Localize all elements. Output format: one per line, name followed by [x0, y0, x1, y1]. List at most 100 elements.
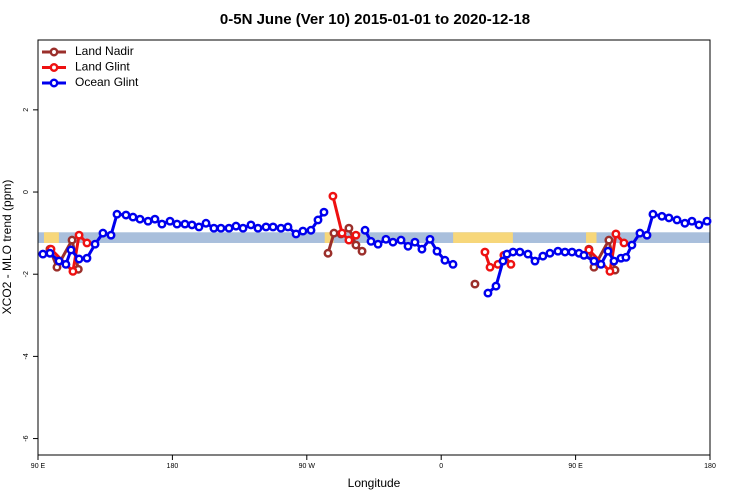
data-point: [604, 235, 614, 245]
plot-frame: [37, 39, 711, 456]
data-point: [432, 246, 442, 256]
data-point: [344, 235, 354, 245]
data-point: [337, 228, 347, 238]
data-point: [319, 207, 329, 217]
data-point: [584, 245, 594, 255]
legend-marker: [49, 47, 59, 57]
data-point: [106, 230, 116, 240]
data-point: [209, 223, 219, 233]
data-point: [498, 256, 508, 266]
data-point: [657, 211, 667, 221]
data-point: [157, 219, 167, 229]
data-point: [82, 253, 92, 263]
highlight-range: [43, 232, 59, 243]
data-point: [702, 216, 712, 226]
data-point: [560, 247, 570, 257]
data-point: [112, 209, 122, 219]
data-point: [538, 251, 548, 261]
data-point: [328, 191, 338, 201]
data-point: [448, 259, 458, 269]
data-point: [298, 226, 308, 236]
data-point: [329, 228, 339, 238]
data-point: [82, 238, 92, 248]
data-point: [261, 222, 271, 232]
data-point: [67, 235, 77, 245]
data-point: [506, 259, 516, 269]
x-tick-label: 90 E: [568, 463, 583, 470]
chart-title: 0-5N June (Ver 10) 2015-01-01 to 2020-12…: [220, 11, 530, 28]
data-point: [360, 225, 370, 235]
data-point: [508, 247, 518, 257]
x-tick-label: 90 W: [299, 463, 316, 470]
y-tick-label: 2: [23, 108, 30, 112]
data-point: [483, 288, 493, 298]
data-point: [611, 229, 621, 239]
data-point: [440, 255, 450, 265]
data-point: [231, 221, 241, 231]
data-point: [480, 247, 490, 257]
y-tick-label: 0: [23, 190, 30, 194]
data-point: [187, 220, 197, 230]
data-point: [664, 213, 674, 223]
data-point: [38, 249, 48, 259]
data-point: [396, 235, 406, 245]
data-point: [589, 256, 599, 266]
x-tick-label: 180: [704, 463, 716, 470]
data-point: [253, 223, 263, 233]
data-point: [121, 210, 131, 220]
data-point: [609, 256, 619, 266]
data-point: [74, 254, 84, 264]
data-point: [143, 216, 153, 226]
highlight-range: [586, 232, 597, 243]
highlight-range: [453, 232, 513, 243]
data-point: [388, 237, 398, 247]
data-point: [642, 230, 652, 240]
data-point: [90, 239, 100, 249]
data-point: [680, 218, 690, 228]
data-point: [54, 256, 64, 266]
reference-band: [38, 232, 710, 243]
data-point: [470, 279, 480, 289]
data-point: [98, 228, 108, 238]
data-point: [68, 266, 78, 276]
data-point: [276, 223, 286, 233]
data-point: [373, 239, 383, 249]
data-point: [306, 225, 316, 235]
data-point: [553, 246, 563, 256]
data-point: [605, 266, 615, 276]
data-point: [246, 220, 256, 230]
data-point: [66, 245, 76, 255]
data-point: [357, 246, 367, 256]
data-point: [283, 222, 293, 232]
data-point: [635, 228, 645, 238]
data-point: [351, 240, 361, 250]
data-point: [351, 230, 361, 240]
data-point: [621, 252, 631, 262]
x-tick-label: 0: [439, 463, 443, 470]
data-point: [417, 244, 427, 254]
data-point: [515, 247, 525, 257]
legend-label: Ocean Glint: [75, 75, 139, 89]
data-point: [567, 247, 577, 257]
data-point: [313, 215, 323, 225]
data-point: [491, 281, 501, 291]
y-tick-label: -4: [23, 353, 30, 359]
data-point: [672, 215, 682, 225]
data-point: [128, 212, 138, 222]
data-point: [579, 250, 589, 260]
data-point: [323, 248, 333, 258]
data-point: [165, 216, 175, 226]
data-point: [596, 259, 606, 269]
x-axis-label: Longitude: [348, 476, 401, 490]
legend-marker: [49, 78, 59, 88]
data-point: [530, 256, 540, 266]
data-point: [687, 216, 697, 226]
data-point: [694, 220, 704, 230]
data-point: [135, 214, 145, 224]
y-tick-label: -2: [23, 271, 30, 277]
data-point: [523, 249, 533, 259]
highlight-range: [324, 232, 334, 243]
